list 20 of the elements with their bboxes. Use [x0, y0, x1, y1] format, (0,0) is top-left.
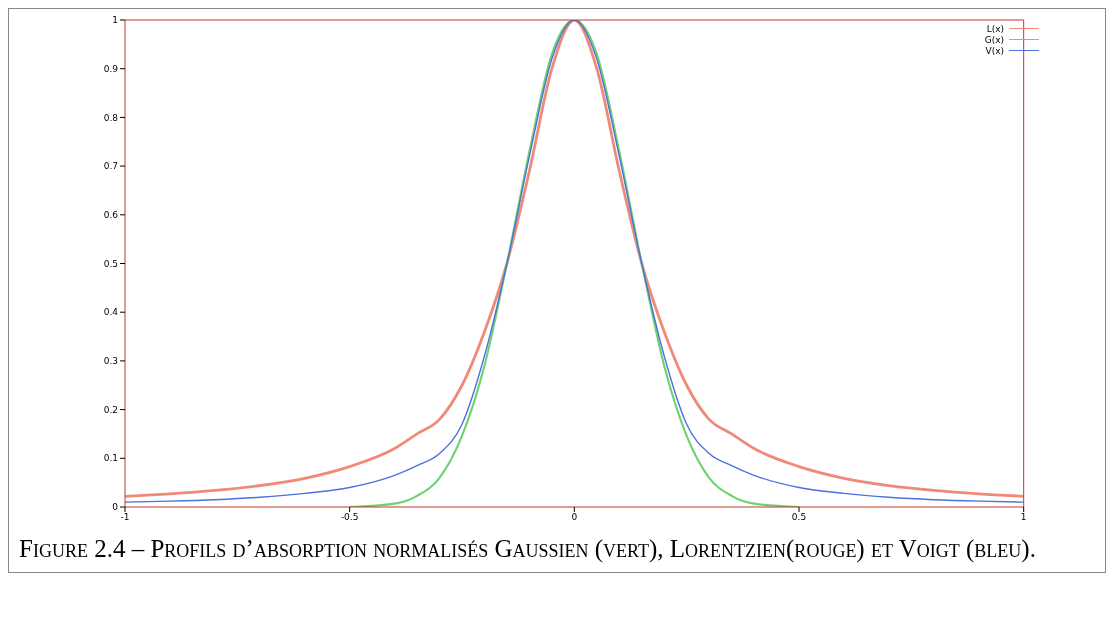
y-tick-label: 0.1 [103, 453, 118, 464]
x-tick-label: -1 [120, 512, 130, 523]
y-tick-label: 0 [112, 502, 119, 513]
x-tick-label: -0.5 [340, 512, 359, 523]
legend-label: G(x) [984, 34, 1004, 45]
y-tick-label: 0.3 [103, 356, 118, 367]
y-tick-label: 0.4 [103, 307, 119, 318]
x-tick-label: 0.5 [791, 512, 807, 523]
y-tick-label: 1 [112, 15, 118, 26]
caption: Figure 2.4 – Profils d’absorption normalisés Gaussien (vert), Lorentzien(rouge) et Voigt (bleu). [19, 535, 1036, 562]
y-tick-label: 0.8 [103, 112, 119, 123]
legend-label: V(x) [985, 45, 1004, 56]
y-tick-label: 0.5 [103, 258, 118, 269]
legend-label: L(x) [986, 23, 1004, 34]
y-tick-label: 0.2 [103, 404, 118, 415]
y-tick-label: 0.7 [103, 161, 118, 172]
x-tick-label: 1 [1020, 512, 1027, 523]
y-tick-label: 0.9 [103, 63, 119, 74]
x-tick-label: 0 [571, 512, 578, 523]
y-tick-label: 0.6 [103, 210, 119, 220]
